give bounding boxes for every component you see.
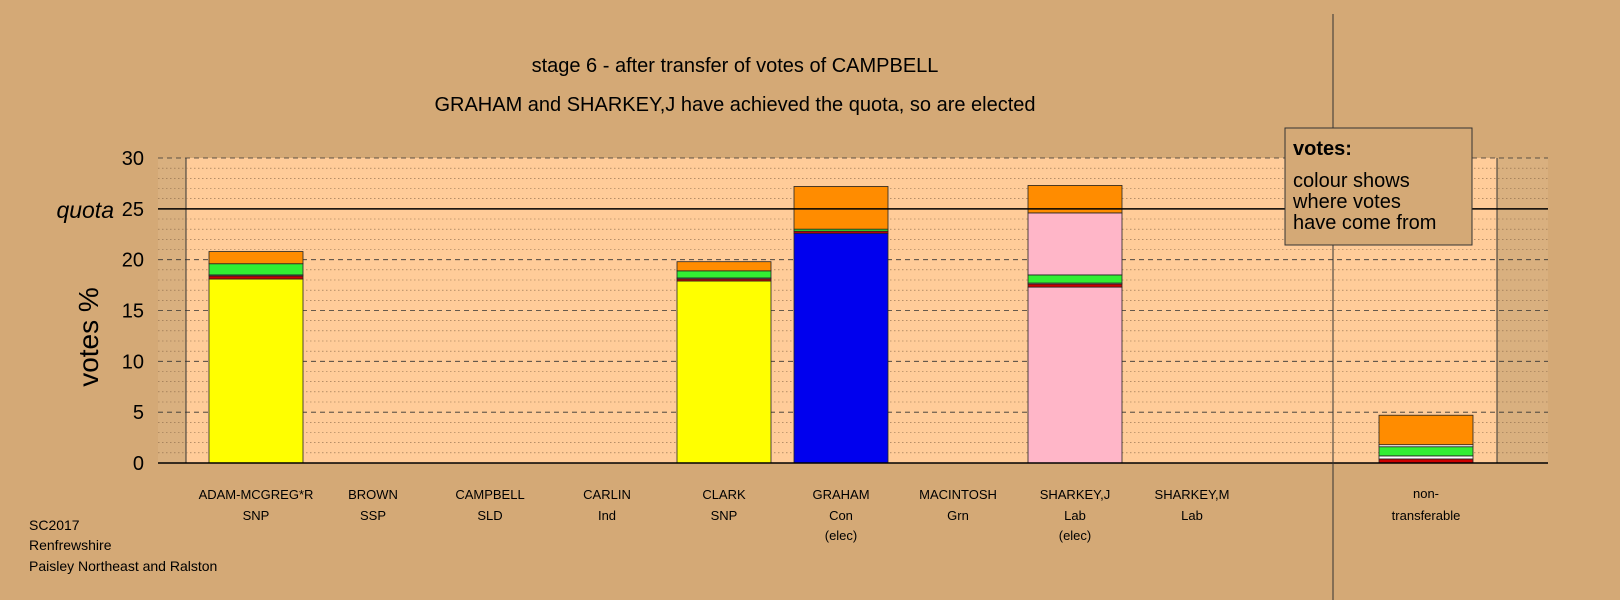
candidate-party-label: Grn <box>947 508 969 523</box>
bar-segment-white <box>1378 455 1474 460</box>
bar-segment-blue <box>793 232 889 464</box>
bar-segment-pink <box>1027 212 1123 276</box>
y-tick-label: 10 <box>122 351 144 373</box>
candidate-party-label: Lab <box>1064 508 1086 523</box>
bar-nontransferable <box>1378 414 1474 464</box>
candidate-status-label: (elec) <box>825 528 858 543</box>
y-axis-label: votes % <box>73 287 104 387</box>
y-tick-label: 0 <box>133 453 144 475</box>
bar-segment-orange <box>208 251 304 265</box>
candidate-party-label: SSP <box>360 508 386 523</box>
bar-segment-green <box>1378 446 1474 457</box>
bar-segment-orange <box>1378 414 1474 446</box>
bar-segment-orange <box>676 261 772 272</box>
legend-line: where votes <box>1292 191 1401 213</box>
nontransferable-label: non- <box>1413 486 1439 501</box>
candidate-party-label: SNP <box>243 508 270 523</box>
candidate-party-label: Con <box>829 508 853 523</box>
candidate-name-label: CLARK <box>702 487 746 502</box>
legend-line: colour shows <box>1293 170 1410 192</box>
footer-ward: Paisley Northeast and Ralston <box>29 558 217 574</box>
candidate-name-label: BROWN <box>348 487 398 502</box>
candidate-name-label: GRAHAM <box>812 487 869 502</box>
candidate-party-label: Ind <box>598 508 616 523</box>
footer-election: SC2017 <box>29 517 80 533</box>
bar-sharkey-j <box>1027 185 1123 464</box>
y-tick-label: 25 <box>122 199 144 221</box>
bar-segment-red <box>1027 283 1123 288</box>
nontransferable-label: transferable <box>1392 508 1461 523</box>
bar-segment-yellow <box>676 280 772 464</box>
legend-line: have come from <box>1293 212 1436 234</box>
bar-segment-pink <box>1027 286 1123 464</box>
candidate-party-label: SLD <box>477 508 502 523</box>
bar-segment-green <box>676 270 772 279</box>
bar-segment-red <box>208 275 304 280</box>
chart-subtitle: GRAHAM and SHARKEY,J have achieved the q… <box>434 94 1035 116</box>
bar-graham <box>793 186 889 464</box>
candidate-name-label: SHARKEY,M <box>1155 487 1230 502</box>
quota-label: quota <box>56 197 114 223</box>
bars <box>208 185 1474 464</box>
chart-title: stage 6 - after transfer of votes of CAM… <box>532 55 939 77</box>
legend-frame <box>1284 127 1473 246</box>
candidate-name-label: CARLIN <box>583 487 631 502</box>
candidate-name-label: ADAM-MCGREG*R <box>199 487 314 502</box>
legend-title: votes: <box>1293 138 1352 160</box>
category-labels: ADAM-MCGREG*R SNP BROWN SSP CAMPBELL SLD CARLI… <box>199 486 1461 543</box>
y-tick-label: 5 <box>133 402 144 424</box>
candidate-status-label: (elec) <box>1059 528 1092 543</box>
candidate-party-label: Lab <box>1181 508 1203 523</box>
bar-adam-mcgreg-r <box>208 251 304 464</box>
footer-council: Renfrewshire <box>29 537 112 553</box>
bar-segment-green <box>1027 274 1123 284</box>
candidate-name-label: MACINTOSH <box>919 487 997 502</box>
bar-segment-green <box>208 263 304 276</box>
footer: SC2017 Renfrewshire Paisley Northeast an… <box>29 517 217 574</box>
legend-box: votes: colour shows where votes have com… <box>1284 127 1473 246</box>
bar-segment-orange <box>793 186 889 230</box>
y-tick-label: 15 <box>122 301 144 323</box>
candidate-party-label: SNP <box>711 508 738 523</box>
bar-clark <box>676 261 772 464</box>
y-tick-label: 20 <box>122 250 144 272</box>
bar-segment-yellow <box>208 278 304 464</box>
candidate-name-label: SHARKEY,J <box>1040 487 1111 502</box>
candidate-name-label: CAMPBELL <box>455 487 524 502</box>
y-tick-label: 30 <box>122 148 144 170</box>
